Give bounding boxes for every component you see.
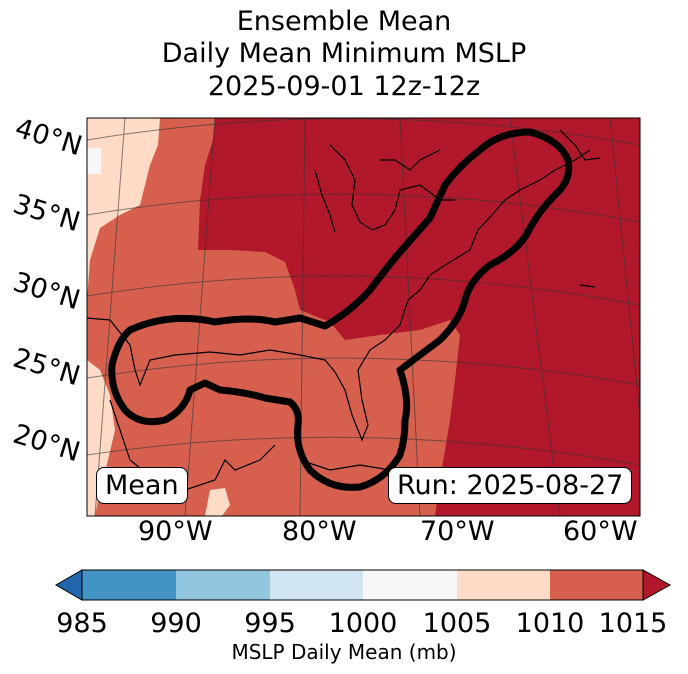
colorbar-tick-1015: 1015 <box>598 608 668 639</box>
colorbar-tick-985: 985 <box>56 608 108 639</box>
mslp-field <box>87 118 640 516</box>
coastlines <box>87 129 601 491</box>
colorbar-bin-1005-1010 <box>457 570 550 600</box>
lon-label-70w: 70°W <box>420 516 495 547</box>
colorbar-tick-1000: 1000 <box>328 608 398 639</box>
mslp-region-1000-1005 <box>87 148 101 174</box>
mean-contour <box>108 128 573 491</box>
colorbar-extend-low <box>54 569 83 601</box>
colorbar-tick-1005: 1005 <box>422 608 492 639</box>
mean-label-box: Mean <box>96 467 188 504</box>
colorbar-tick-995: 995 <box>244 608 296 639</box>
title-line-3: 2025-09-01 12z-12z <box>207 71 481 102</box>
colorbar-tick-990: 990 <box>150 608 202 639</box>
colorbar <box>54 569 672 601</box>
colorbar-extend-high <box>642 569 672 601</box>
lon-label-80w: 80°W <box>282 516 357 547</box>
mslp-region-1010-1015 <box>87 118 460 516</box>
colorbar-bin-1000-1005 <box>363 570 457 600</box>
colorbar-label: MSLP Daily Mean (mb) <box>231 640 457 664</box>
title-line-1: Ensemble Mean <box>236 6 452 37</box>
lon-label-60w: 60°W <box>563 516 638 547</box>
title-line-2: Daily Mean Minimum MSLP <box>161 38 527 69</box>
colorbar-bin-985-990 <box>82 570 176 600</box>
colorbar-bin-990-995 <box>176 570 270 600</box>
lon-label-90w: 90°W <box>138 516 213 547</box>
map-frame <box>86 117 641 517</box>
mslp-region-1005-1010-small <box>205 488 230 516</box>
colorbar-tick-1010: 1010 <box>515 608 585 639</box>
run-label-box: Run: 2025-08-27 <box>388 467 633 504</box>
colorbar-bin-995-1000 <box>270 570 363 600</box>
colorbar-bin-1010-1015 <box>550 570 643 600</box>
